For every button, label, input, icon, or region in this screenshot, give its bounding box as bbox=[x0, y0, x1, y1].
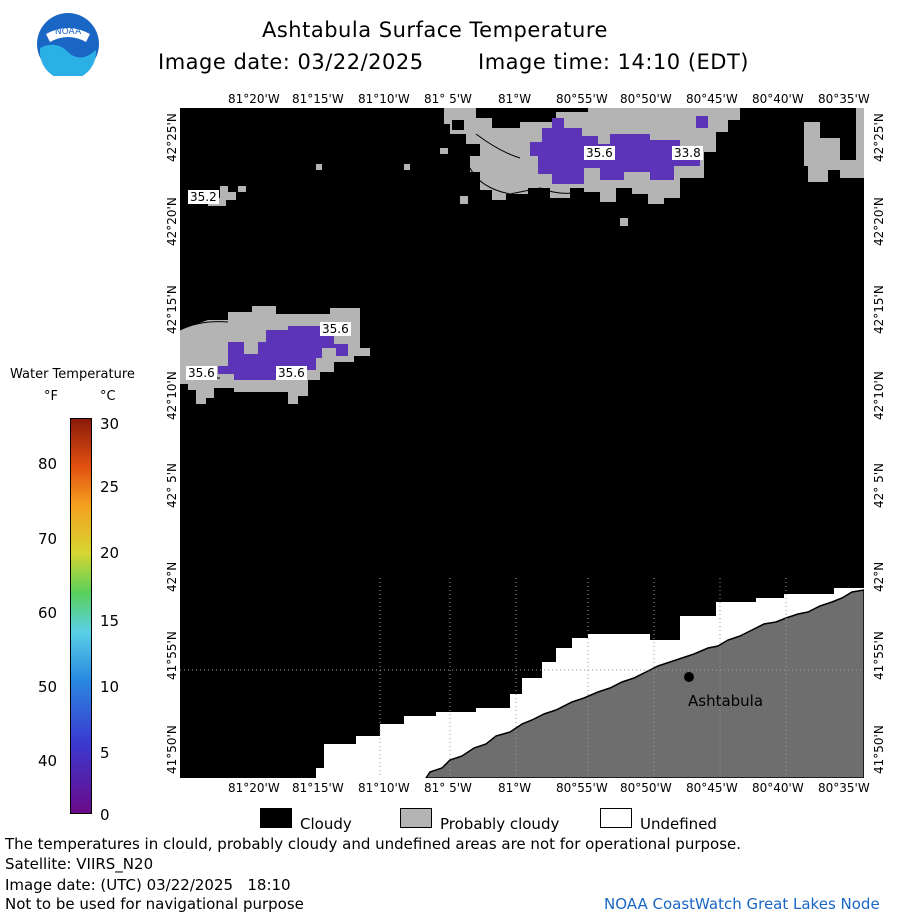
scale-c-tick: 25 bbox=[100, 478, 120, 496]
probably-cloudy-swatch bbox=[400, 808, 432, 828]
lon-label: 80°50'W bbox=[620, 781, 672, 795]
scale-f-tick: 70 bbox=[38, 530, 58, 548]
lon-label: 81°20'W bbox=[228, 781, 280, 795]
scale-f-tick: 80 bbox=[38, 455, 58, 473]
lon-label: 80°35'W bbox=[818, 781, 870, 795]
lon-label: 80°45'W bbox=[686, 92, 738, 106]
lat-label: 42°10'N bbox=[872, 371, 886, 420]
scale-c-tick: 20 bbox=[100, 544, 120, 562]
scale-f-tick: 60 bbox=[38, 604, 58, 622]
lon-label: 81°W bbox=[498, 92, 532, 106]
lat-label: 42°N bbox=[165, 561, 179, 592]
temp-label: 35.6 bbox=[276, 366, 307, 380]
scale-f-tick: 50 bbox=[38, 678, 58, 696]
scale-title: Water Temperature bbox=[10, 367, 135, 382]
city-label: Ashtabula bbox=[688, 692, 764, 710]
lat-label: 42°20'N bbox=[872, 197, 886, 246]
lat-label: 42°25'N bbox=[165, 113, 179, 162]
lon-label: 81°15'W bbox=[292, 92, 344, 106]
image-time: Image time: 14:10 (EDT) bbox=[478, 50, 749, 74]
temp-label: 35.6 bbox=[320, 322, 351, 336]
lon-label: 80°50'W bbox=[620, 92, 672, 106]
lat-label: 42°15'N bbox=[872, 285, 886, 334]
lat-label: 42°25'N bbox=[872, 113, 886, 162]
lat-label: 42°20'N bbox=[165, 197, 179, 246]
image-date: Image date: 03/22/2025 bbox=[158, 50, 424, 74]
lat-label: 42°N bbox=[872, 561, 886, 592]
lat-label: 41°55'N bbox=[872, 631, 886, 680]
temp-label: 35.2 bbox=[188, 190, 219, 204]
satellite: Satellite: VIIRS_N20 bbox=[5, 855, 154, 873]
cloudy-label: Cloudy bbox=[300, 815, 352, 833]
page-title: Ashtabula Surface Temperature bbox=[262, 18, 608, 42]
utc-date: Image date: (UTC) 03/22/2025 18:10 bbox=[5, 876, 291, 894]
lat-label: 42°15'N bbox=[165, 285, 179, 334]
land-area bbox=[424, 589, 865, 779]
scale-c-unit: °C bbox=[100, 389, 116, 404]
grid-lines bbox=[180, 578, 864, 778]
lat-label: 41°50'N bbox=[872, 725, 886, 774]
probably-cloudy-label: Probably cloudy bbox=[440, 815, 560, 833]
lon-label: 80°40'W bbox=[752, 92, 804, 106]
undefined-swatch bbox=[600, 808, 632, 828]
lon-label: 80°55'W bbox=[556, 781, 608, 795]
lat-label: 42°10'N bbox=[165, 371, 179, 420]
lat-label: 42° 5'N bbox=[165, 463, 179, 508]
lon-label: 81°10'W bbox=[358, 92, 410, 106]
lat-label: 42° 5'N bbox=[872, 463, 886, 508]
city-dot bbox=[684, 672, 694, 682]
lon-label: 80°35'W bbox=[818, 92, 870, 106]
scale-c-tick: 5 bbox=[100, 744, 110, 762]
temp-label: 33.8 bbox=[672, 146, 703, 160]
scale-c-tick: 30 bbox=[100, 415, 120, 433]
color-scale-bar bbox=[70, 418, 92, 814]
noaa-logo: NOAA bbox=[36, 12, 100, 80]
scale-f-unit: °F bbox=[44, 389, 58, 404]
lon-label: 81°10'W bbox=[358, 781, 410, 795]
scale-c-tick: 0 bbox=[100, 806, 110, 824]
lat-label: 41°55'N bbox=[165, 631, 179, 680]
credit: NOAA CoastWatch Great Lakes Node bbox=[604, 895, 880, 913]
temp-label: 35.6 bbox=[584, 146, 615, 160]
scale-c-tick: 15 bbox=[100, 612, 120, 630]
disclaimer: The temperatures in clould, probably clo… bbox=[5, 835, 742, 853]
temp-label: 35.6 bbox=[186, 366, 217, 380]
map-panel bbox=[179, 108, 865, 779]
lon-label: 81°W bbox=[498, 781, 532, 795]
lon-label: 80°40'W bbox=[752, 781, 804, 795]
lat-label: 41°50'N bbox=[165, 725, 179, 774]
nav-warning: Not to be used for navigational purpose bbox=[5, 895, 304, 913]
lon-label: 80°55'W bbox=[556, 92, 608, 106]
scale-f-tick: 40 bbox=[38, 752, 58, 770]
cloudy-swatch bbox=[260, 808, 292, 828]
lon-label: 81° 5'W bbox=[424, 781, 472, 795]
lon-label: 80°45'W bbox=[686, 781, 738, 795]
scale-c-tick: 10 bbox=[100, 678, 120, 696]
logo-text: NOAA bbox=[55, 27, 82, 37]
lon-label: 81° 5'W bbox=[424, 92, 472, 106]
undefined-label: Undefined bbox=[640, 815, 717, 833]
map-svg bbox=[179, 108, 865, 779]
lon-label: 81°15'W bbox=[292, 781, 344, 795]
lon-label: 81°20'W bbox=[228, 92, 280, 106]
